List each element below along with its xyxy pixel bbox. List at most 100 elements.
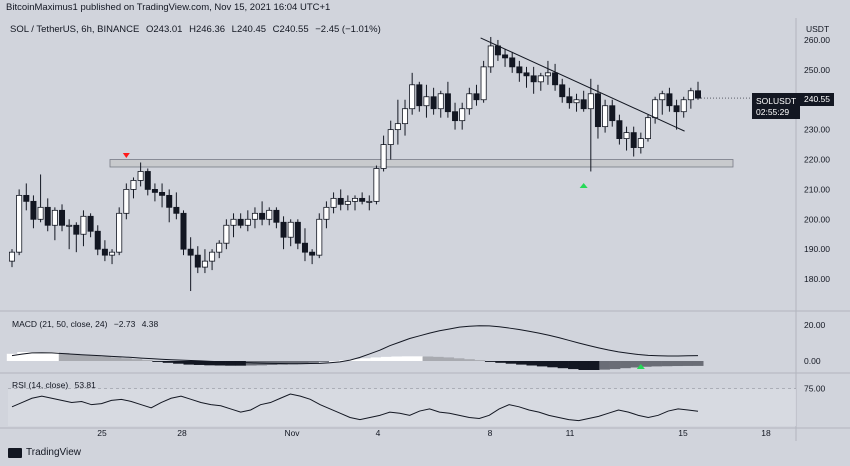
resistance-zone: [109, 159, 734, 168]
candle-down: [609, 105, 616, 122]
publisher-header: BitcoinMaximus1 published on TradingView…: [6, 2, 331, 13]
candle-down: [180, 212, 187, 250]
macd-histogram-bar: [661, 361, 673, 367]
candle-down: [630, 132, 637, 148]
macd-value-1: −2.73: [113, 319, 136, 329]
candle-down: [502, 54, 509, 59]
macd-histogram-bar: [495, 361, 507, 363]
candle-down: [473, 93, 480, 101]
macd-histogram-bar: [620, 361, 631, 369]
open-label: O: [146, 24, 154, 35]
low-value: 240.45: [236, 24, 267, 35]
candle-up: [544, 72, 551, 77]
macd-histogram-bar: [682, 361, 694, 366]
candle-up: [130, 180, 137, 190]
candle-down: [301, 242, 308, 253]
candle-up: [466, 93, 473, 110]
macd-histogram-bar: [568, 361, 579, 370]
candle-down: [309, 251, 316, 256]
rsi-value: 53.81: [74, 380, 96, 390]
macd-histogram-bar: [526, 361, 538, 366]
candle-down: [23, 194, 30, 202]
macd-histogram-bar: [277, 361, 288, 365]
symbol-price-tag: SOLUSDT 02:55:29: [752, 93, 800, 119]
candle-up: [687, 90, 694, 101]
last-price-tag: 240.55: [800, 93, 834, 106]
candle-up: [537, 75, 544, 83]
macd-histogram-bar: [349, 359, 361, 361]
macd-histogram-bar: [329, 361, 340, 362]
macd-histogram-bar: [380, 356, 392, 361]
candle-up: [209, 251, 216, 262]
tradingview-logo-icon: [8, 447, 22, 458]
macd-histogram-bar: [318, 361, 330, 362]
candle-down: [144, 171, 151, 190]
macd-histogram-bar: [557, 361, 569, 369]
candle-up: [659, 93, 666, 101]
candle-up: [16, 194, 23, 253]
candle-down: [695, 90, 702, 99]
macd-histogram-bar: [162, 361, 174, 363]
candle-down: [101, 248, 108, 256]
candle-down: [452, 111, 459, 122]
candle-down: [280, 221, 287, 238]
candle-up: [394, 123, 401, 131]
macd-histogram-bar: [484, 361, 496, 362]
candle-down: [530, 75, 537, 83]
candle-up: [637, 138, 644, 148]
macd-histogram-bar: [58, 352, 70, 361]
candle-up: [223, 224, 230, 244]
candle-down: [59, 209, 66, 226]
green-up-arrow-icon: [579, 183, 588, 188]
candle-down: [523, 72, 530, 77]
candle-down: [273, 209, 280, 223]
macd-histogram-bar: [640, 361, 652, 367]
candle-down: [166, 194, 173, 208]
macd-tick-label: 0.00: [804, 356, 821, 366]
macd-histogram-bar: [651, 361, 662, 367]
candle-up: [316, 218, 323, 256]
tradingview-footer: TradingView: [8, 447, 81, 458]
candle-down: [430, 96, 437, 110]
candle-down: [94, 230, 101, 250]
open-value: 243.01: [153, 24, 183, 35]
macd-histogram-bar: [609, 361, 621, 370]
macd-histogram-bar: [547, 361, 558, 368]
time-tick-label: 8: [488, 428, 493, 438]
candle-up: [266, 209, 273, 220]
macd-histogram-bar: [48, 352, 60, 361]
candle-up: [216, 242, 223, 253]
macd-histogram-bar: [599, 361, 610, 370]
price-tick-label: 200.00: [804, 214, 830, 224]
candle-up: [37, 206, 44, 220]
macd-histogram-bar: [401, 356, 413, 361]
symbol-name[interactable]: SOL / TetherUS, 6h, BINANCE: [10, 24, 140, 35]
candle-up: [330, 197, 337, 208]
macd-histogram-bar: [578, 361, 590, 370]
macd-histogram-bar: [152, 361, 164, 362]
time-tick-label: 15: [678, 428, 688, 438]
macd-histogram-bar: [464, 359, 475, 361]
candle-up: [573, 99, 580, 104]
candle-down: [159, 191, 166, 196]
time-tick-label: 18: [761, 428, 771, 438]
macd-histogram-bar: [443, 357, 455, 361]
candle-up: [680, 99, 687, 113]
candle-down: [151, 189, 158, 193]
time-tick-label: 4: [376, 428, 381, 438]
candle-up: [251, 212, 258, 220]
candle-up: [480, 66, 487, 101]
macd-legend: MACD (21, 50, close, 24) −2.73 4.38: [12, 319, 158, 329]
candle-down: [173, 206, 180, 214]
candle-up: [409, 84, 416, 110]
candle-up: [230, 218, 237, 226]
tradingview-brand: TradingView: [26, 447, 82, 458]
candle-up: [116, 212, 123, 253]
candle-down: [416, 84, 423, 107]
candle-up: [344, 200, 351, 205]
macd-value-2: 4.38: [141, 319, 159, 329]
low-label: L: [231, 24, 237, 35]
candle-up: [387, 129, 394, 145]
